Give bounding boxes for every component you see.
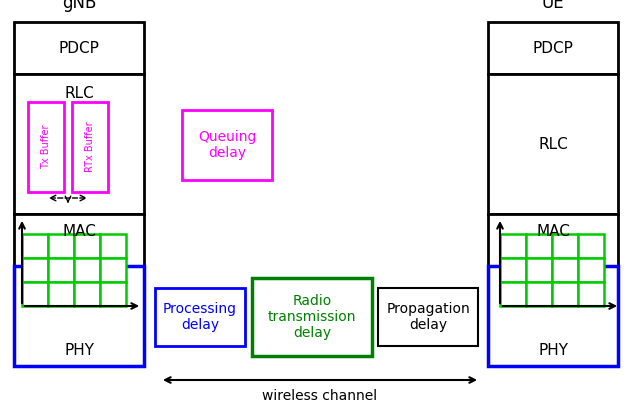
Text: UE: UE [542,0,564,12]
Text: Propagation
delay: Propagation delay [386,302,470,332]
Bar [552,282,578,306]
Bar [48,234,74,258]
Text: gNB: gNB [62,0,96,12]
Bar [155,288,245,346]
Bar [14,266,144,366]
Text: Tx Buffer: Tx Buffer [41,125,51,169]
Bar [74,258,100,282]
Bar [488,214,618,266]
Bar [100,234,126,258]
Bar [500,234,526,258]
Bar [488,266,618,366]
Bar [500,258,526,282]
Bar [552,258,578,282]
Bar [14,22,144,74]
Bar [578,234,604,258]
Text: RTx Buffer: RTx Buffer [85,122,95,172]
Bar [22,258,48,282]
Bar [552,234,578,258]
Bar [74,234,100,258]
Bar [14,74,144,214]
Text: MAC: MAC [536,224,570,239]
Bar [526,282,552,306]
Bar [14,214,144,266]
Text: PDCP: PDCP [59,40,99,56]
Bar [500,282,526,306]
Text: Processing
delay: Processing delay [163,302,237,332]
Bar [100,258,126,282]
Text: PDCP: PDCP [533,40,573,56]
Bar [578,258,604,282]
Bar [48,282,74,306]
Text: PHY: PHY [538,343,568,358]
Bar [526,258,552,282]
Text: MAC: MAC [62,224,96,239]
Bar [488,22,618,74]
Bar [252,278,372,356]
Text: PHY: PHY [64,343,94,358]
Bar [182,110,272,180]
Text: wireless channel: wireless channel [262,389,377,403]
Bar [526,234,552,258]
Bar [22,282,48,306]
Bar [578,282,604,306]
Text: RLC: RLC [538,136,568,152]
Bar [22,234,48,258]
Text: Radio
transmission
delay: Radio transmission delay [268,294,356,340]
Bar [378,288,478,346]
Text: RLC: RLC [64,86,94,101]
Bar [48,258,74,282]
Bar [100,282,126,306]
Bar [72,102,108,192]
Text: Queuing
delay: Queuing delay [198,130,256,160]
Bar [74,282,100,306]
Bar [488,74,618,214]
Bar [28,102,64,192]
